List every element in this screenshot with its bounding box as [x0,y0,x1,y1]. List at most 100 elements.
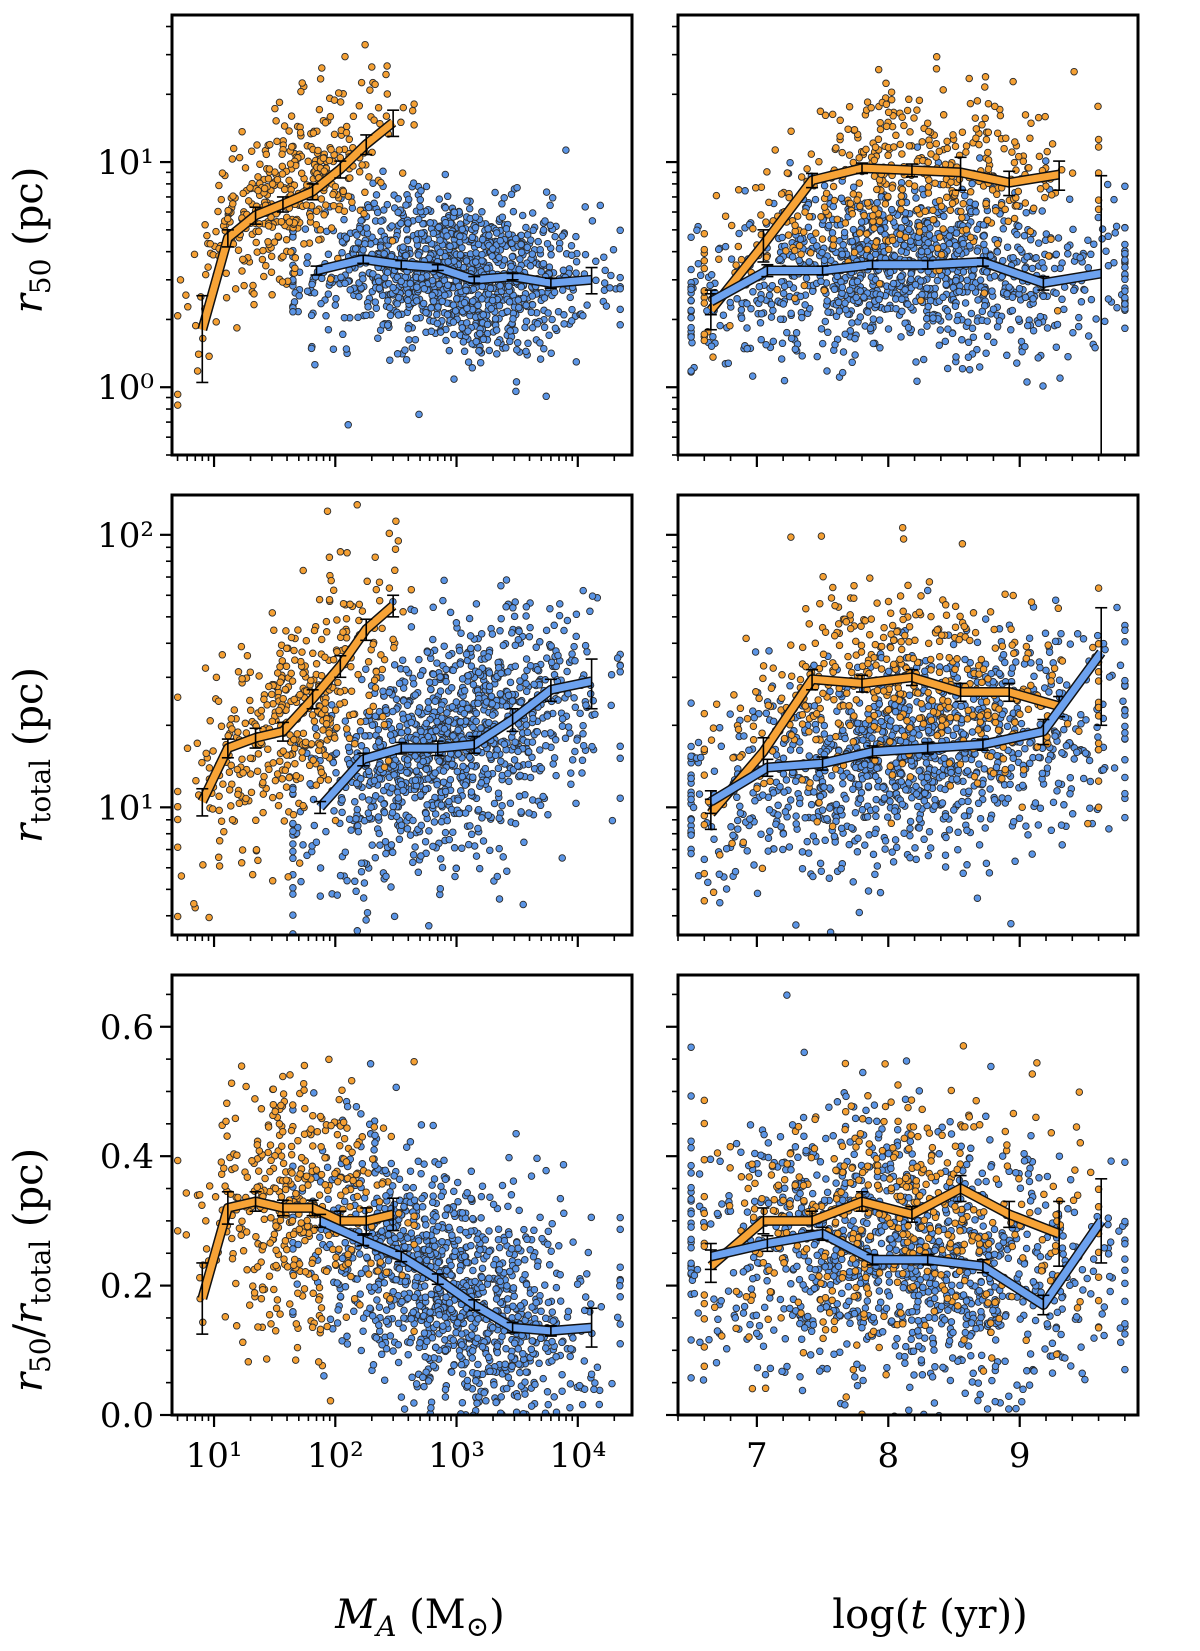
orange-scatter-point [898,185,907,194]
blue-scatter-point [513,762,522,770]
orange-scatter-point [229,200,237,208]
orange-scatter-point [321,751,330,759]
blue-scatter-point [506,337,514,346]
blue-scatter-point [417,727,425,736]
blue-scatter-point [778,233,786,242]
orange-scatter-point [896,140,905,149]
blue-scatter-point [1013,230,1021,239]
orange-scatter-point [265,165,274,173]
blue-scatter-point [924,238,932,247]
orange-scatter [173,40,418,409]
blue-scatter-point [829,202,838,211]
blue-scatter-point [433,310,441,319]
blue-scatter-point [578,756,587,765]
blue-scatter-point [365,796,373,804]
blue-scatter-point [547,642,555,650]
orange-scatter-point [978,121,986,129]
orange-scatter-point [1094,102,1102,111]
blue-scatter-point [440,725,449,733]
orange-scatter-point [302,201,311,209]
orange-scatter-point [214,853,223,862]
orange-scatter-point [832,144,840,152]
blue-scatter-point [883,304,892,313]
blue-scatter-point [397,277,405,286]
orange-scatter-point [260,772,268,781]
blue-scatter-point [963,276,971,285]
blue-scatter-point [475,347,483,355]
blue-scatter-point [804,223,813,232]
blue-scatter-point [1121,275,1129,284]
blue-scatter-point [387,841,396,849]
orange-scatter-point [201,270,210,279]
blue-scatter-point [478,814,486,822]
blue-scatter-point [289,847,297,856]
orange-scatter-point [234,246,243,254]
blue-scatter-point [459,338,468,346]
orange-scatter-point [290,695,298,704]
blue-scatter-point [338,248,346,257]
blue-scatter-point [307,311,316,320]
blue-scatter-point [1022,208,1030,217]
blue-scatter-point [955,287,963,296]
blue-scatter-point [748,372,757,380]
blue-scatter-point [507,190,516,199]
blue-scatter-point [324,250,333,259]
blue-scatter-point [462,286,470,295]
blue-scatter-point [331,301,340,309]
blue-scatter-point [1113,303,1121,312]
orange-scatter-point [310,626,319,635]
blue-scatter-point [572,358,581,366]
blue-scatter-point [484,811,493,820]
blue-scatter-point [385,688,393,697]
orange-scatter-point [298,79,306,87]
blue-scatter-point [450,375,458,383]
orange-scatter-point [336,153,345,162]
blue-scatter-point [499,641,508,650]
orange-scatter-point [240,281,248,290]
orange-scatter-point [734,242,743,251]
orange-scatter-point [391,545,400,553]
blue-scatter-point [547,349,555,357]
blue-scatter-point [449,732,457,740]
blue-scatter-point [522,612,530,620]
blue-scatter-point [446,775,455,784]
orange-scatter-point [260,272,268,281]
blue-scatter-point [445,835,454,844]
blue-scatter-point [351,245,360,253]
blue-scatter-point [510,612,519,621]
y-tick-label: 10⁰ [97,368,154,408]
blue-scatter-point [303,287,312,295]
blue-scatter-point [511,662,520,670]
blue-scatter-point [567,769,575,777]
orange-scatter-point [370,676,379,685]
blue-scatter-point [530,680,538,689]
orange-scatter-point [924,189,933,197]
orange-scatter-point [351,739,359,748]
blue-scatter-point [890,252,899,260]
blue-scatter-point [1058,295,1066,304]
orange-scatter-point [276,757,284,765]
orange-scatter-point [334,678,342,687]
blue-scatter-point [471,213,480,221]
blue-scatter-point [776,255,784,263]
orange-scatter-point [346,600,354,609]
blue-scatter-point [945,313,953,321]
blue-scatter-point [1103,180,1112,189]
orange-scatter-point [791,246,799,255]
orange-scatter-point [773,285,781,294]
blue-scatter-point [522,317,531,326]
blue-scatter-point [427,685,435,694]
blue-scatter-point [512,234,520,243]
orange-scatter-point [844,125,852,133]
orange-scatter-point [355,168,364,176]
blue-scatter-point [694,259,703,268]
orange-scatter-point [782,247,790,255]
orange-scatter-point [260,695,268,704]
orange-scatter-point [921,207,929,216]
orange-scatter-point [278,150,286,158]
orange-scatter-point [217,195,226,204]
orange-scatter-point [201,221,209,229]
orange-scatter-point [285,127,293,135]
blue-scatter-point [388,784,396,792]
blue-scatter-point [464,327,472,335]
